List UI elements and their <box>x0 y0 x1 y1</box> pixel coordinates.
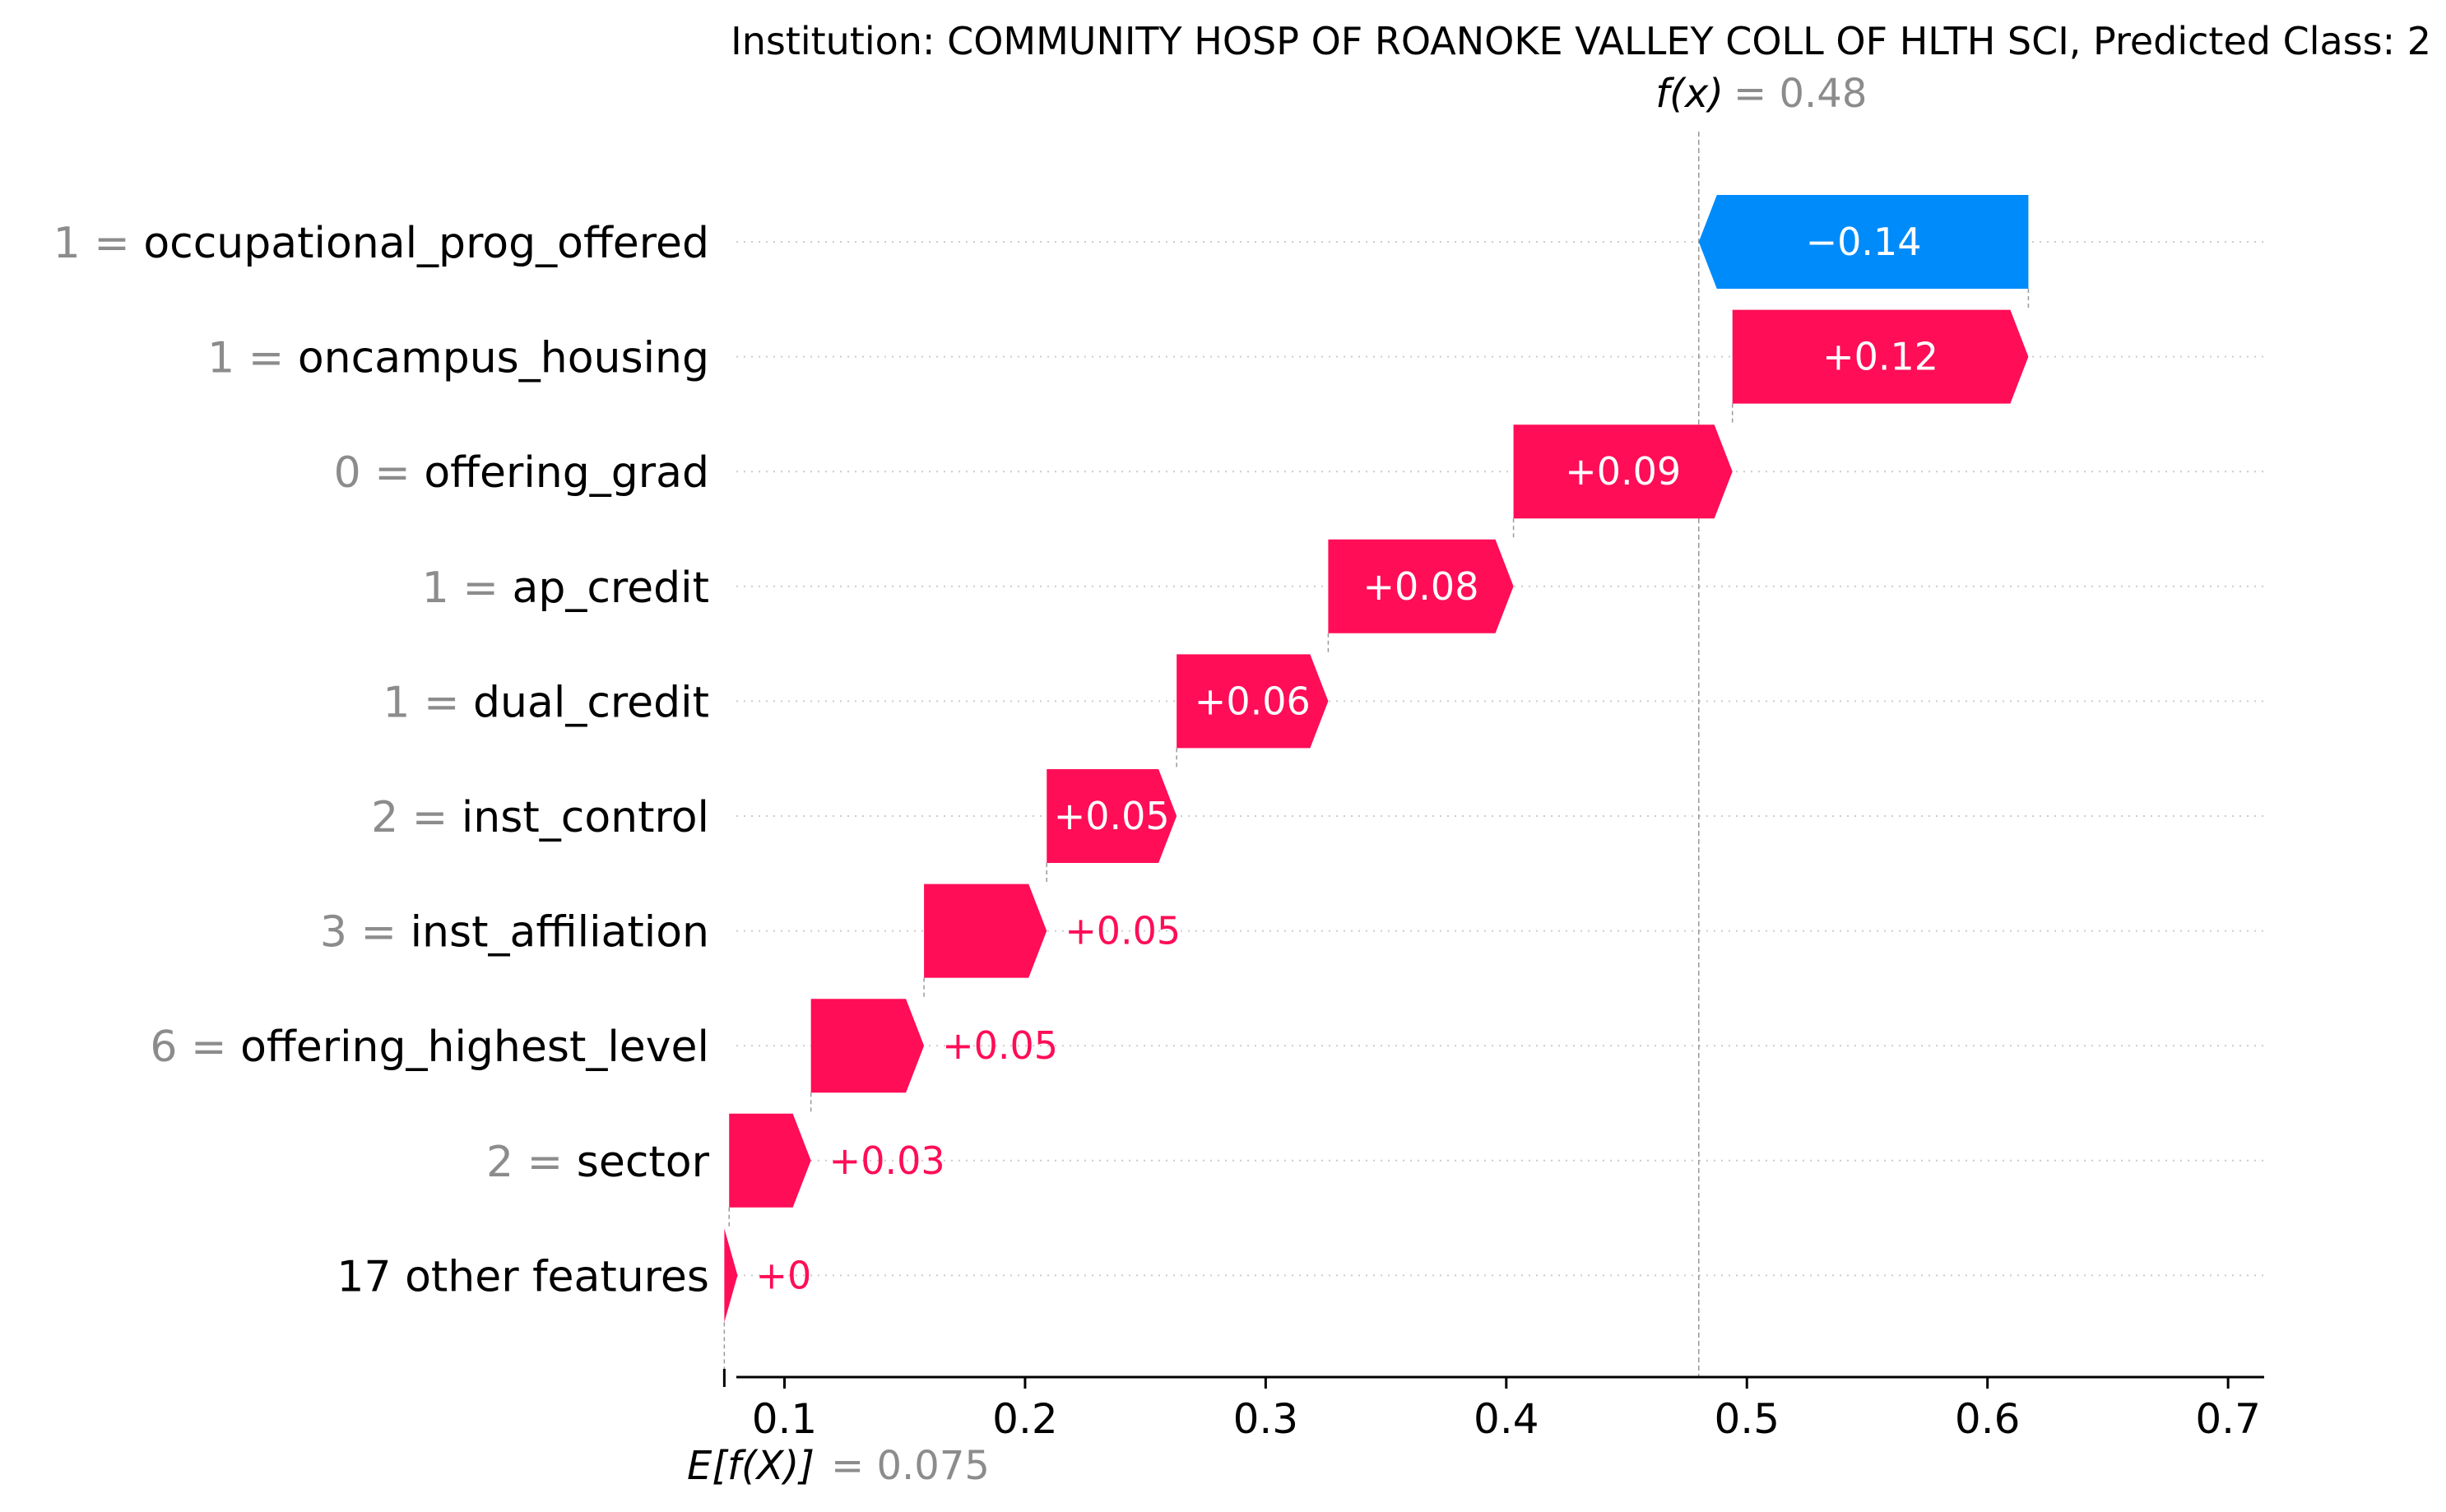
feature-label: 1 = occupational_prog_offered <box>53 219 709 268</box>
feature-value: 1 = <box>383 678 473 727</box>
row-gridlines <box>736 241 2264 1277</box>
feature-label: 0 = offering_grad <box>334 448 709 498</box>
feature-name: 17 other features <box>336 1252 709 1301</box>
bar-sector <box>729 1113 811 1208</box>
feature-label: 1 = dual_credit <box>383 678 709 727</box>
feature-name: ap_credit <box>512 564 709 613</box>
feature-label: 6 = offering_highest_level <box>150 1023 709 1072</box>
base-annotation: E[f(X)] <box>687 1443 815 1489</box>
bar-value-label: +0.05 <box>942 1023 1058 1068</box>
feature-value: 0 = <box>334 448 425 498</box>
feature-label: 3 = inst_affiliation <box>320 908 709 958</box>
fx-value: = 0.48 <box>1734 71 1867 117</box>
bar-inst_control <box>1047 769 1177 863</box>
feature-value: 2 = <box>486 1138 577 1187</box>
bar-17-other-features <box>724 1228 738 1323</box>
feature-value: 1 = <box>53 219 144 268</box>
feature-label: 1 = ap_credit <box>422 564 709 613</box>
feature-name: sector <box>577 1138 710 1187</box>
feature-name: inst_affiliation <box>411 908 709 958</box>
x-tick-label: 0.7 <box>2195 1395 2261 1443</box>
x-tick-label: 0.3 <box>1233 1395 1299 1443</box>
fx-annotation: f(x) <box>1655 71 1724 117</box>
connector-lines <box>723 132 2030 1377</box>
feature-value: 2 = <box>371 793 462 842</box>
bar-value-label: +0.09 <box>1565 449 1681 494</box>
x-tick-label: 0.6 <box>1955 1395 2021 1443</box>
feature-label: 1 = oncampus_housing <box>207 334 709 383</box>
feature-value: 1 = <box>422 564 513 613</box>
feature-label: 2 = sector <box>486 1138 710 1187</box>
feature-label: 17 other features <box>336 1252 709 1301</box>
bar-inst_affiliation <box>924 884 1047 978</box>
bar-value-label: +0.03 <box>829 1139 945 1183</box>
bar-dual_credit <box>1177 654 1329 749</box>
bar-value-label: +0.12 <box>1822 335 1938 379</box>
feature-value: 3 = <box>320 908 411 958</box>
base-label: E[f(X)] <box>687 1443 815 1489</box>
x-tick-label: 0.4 <box>1474 1395 1539 1443</box>
bars: −0.14 +0.12 +0.09 +0.08 +0.06 +0.05 +0.05 +0.05… <box>724 195 2029 1323</box>
bar-value-label: +0.05 <box>1054 794 1170 838</box>
x-tick-label: 0.5 <box>1714 1395 1780 1443</box>
bar-offering_grad <box>1513 424 1733 519</box>
feature-value: 1 = <box>207 334 298 383</box>
feature-value: 6 = <box>150 1023 240 1072</box>
x-tick-label: 0.1 <box>752 1395 818 1443</box>
feature-name: dual_credit <box>473 678 709 727</box>
bar-offering_highest_level <box>810 999 925 1093</box>
chart-title: Institution: COMMUNITY HOSP OF ROANOKE V… <box>731 19 2431 63</box>
feature-name: inst_control <box>462 793 709 842</box>
fx-label: f(x) <box>1655 71 1724 117</box>
bar-value-label: +0.06 <box>1195 679 1311 723</box>
bar-occupational_prog_offered <box>1698 195 2029 289</box>
bar-value-label: +0.08 <box>1363 564 1479 609</box>
bar-value-label: +0 <box>755 1253 811 1297</box>
x-axis-ticks: 0.1 0.2 0.3 0.4 0.5 0.6 0.7 <box>722 1369 2261 1443</box>
bar-ap_credit <box>1328 539 1514 633</box>
feature-name: offering_highest_level <box>240 1023 709 1072</box>
feature-label: 2 = inst_control <box>371 793 709 842</box>
bar-value-label: −0.14 <box>1806 220 1922 264</box>
feature-name: offering_grad <box>424 448 709 498</box>
feature-name: oncampus_housing <box>298 334 709 383</box>
bar-value-label: +0.05 <box>1065 909 1181 953</box>
x-tick-label: 0.2 <box>992 1395 1058 1443</box>
feature-name: occupational_prog_offered <box>143 219 709 268</box>
base-value: = 0.075 <box>831 1443 990 1489</box>
bar-oncampus_housing <box>1732 309 2029 404</box>
